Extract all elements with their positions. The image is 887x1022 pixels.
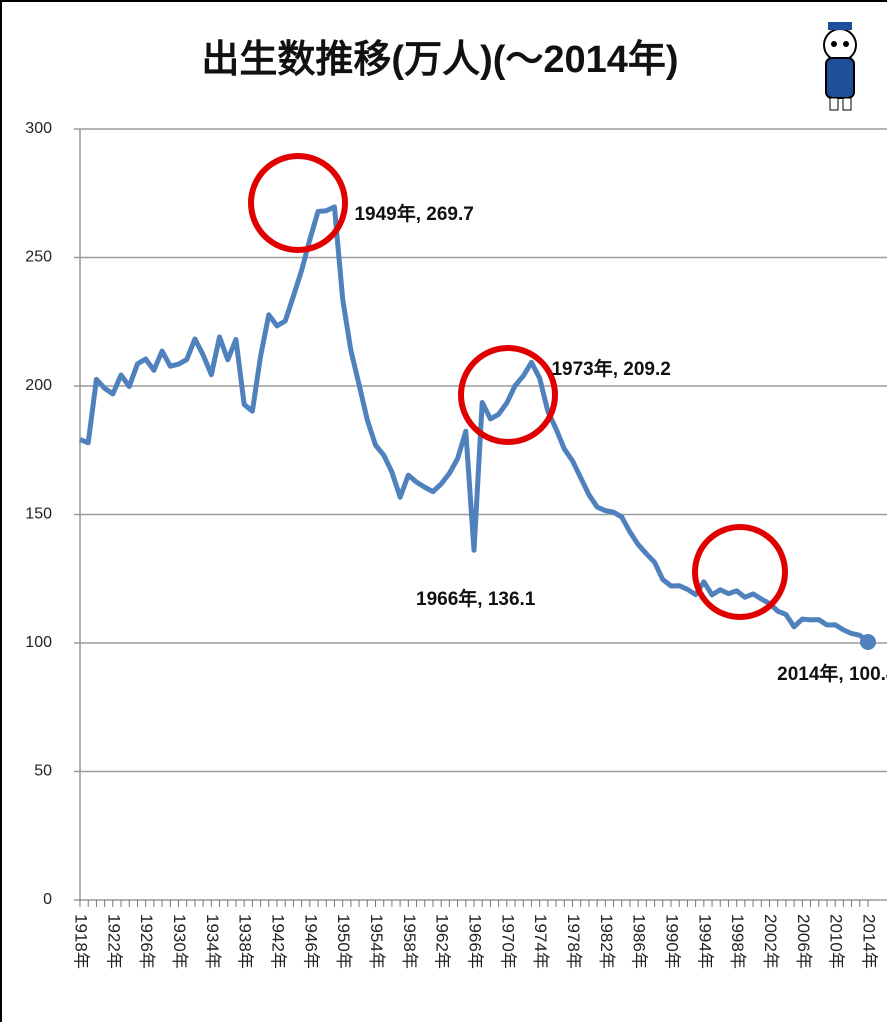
y-tick-label: 300 [25,120,52,137]
data-label: 2014年, 100.4 [777,663,887,685]
highlight-circle [692,524,788,620]
x-tick-label: 1970年 [498,914,517,969]
x-tick-label: 2010年 [827,914,846,969]
x-tick-label: 1982年 [597,914,616,969]
x-tick-label: 1966年 [466,914,485,969]
x-tick-label: 1950年 [334,914,353,969]
x-tick-label: 1934年 [203,914,222,969]
x-tick-label: 1922年 [104,914,123,969]
x-tick-label: 1918年 [72,914,91,969]
data-label: 1966年, 136.1 [416,589,536,611]
y-tick-label: 150 [25,506,52,523]
data-label: 1973年, 209.2 [551,359,671,381]
x-tick-label: 2014年 [860,914,879,969]
x-tick-label: 1990年 [663,914,682,969]
data-label: 1949年, 269.7 [354,203,474,225]
x-tick-label: 2006年 [794,914,813,969]
x-tick-label: 1978年 [564,914,583,969]
x-tick-label: 1946年 [301,914,320,969]
mascot-icon [823,22,857,111]
x-tick-label: 1962年 [433,914,452,969]
x-tick-label: 2002年 [761,914,780,969]
y-tick-label: 200 [25,377,52,394]
y-tick-label: 50 [34,763,52,780]
x-tick-label: 1926年 [137,914,156,969]
end-point [860,633,876,650]
x-tick-label: 1998年 [728,914,747,969]
data-line [79,204,870,644]
y-tick-label: 0 [43,891,52,908]
y-tick-label: 250 [25,249,52,266]
x-tick-label: 1938年 [236,914,255,969]
x-tick-label: 1954年 [367,914,386,969]
x-tick-label: 1942年 [269,914,288,969]
x-tick-label: 1958年 [400,914,419,969]
x-tick-label: 1974年 [531,914,550,969]
highlight-circle [458,345,558,445]
y-tick-label: 100 [25,634,52,651]
x-tick-label: 1930年 [170,914,189,969]
x-tick-label: 1994年 [695,914,714,969]
x-tick-label: 1986年 [630,914,649,969]
chart-title: 出生数推移(万人)(～2014年) [201,39,678,81]
highlight-circle [248,153,348,253]
